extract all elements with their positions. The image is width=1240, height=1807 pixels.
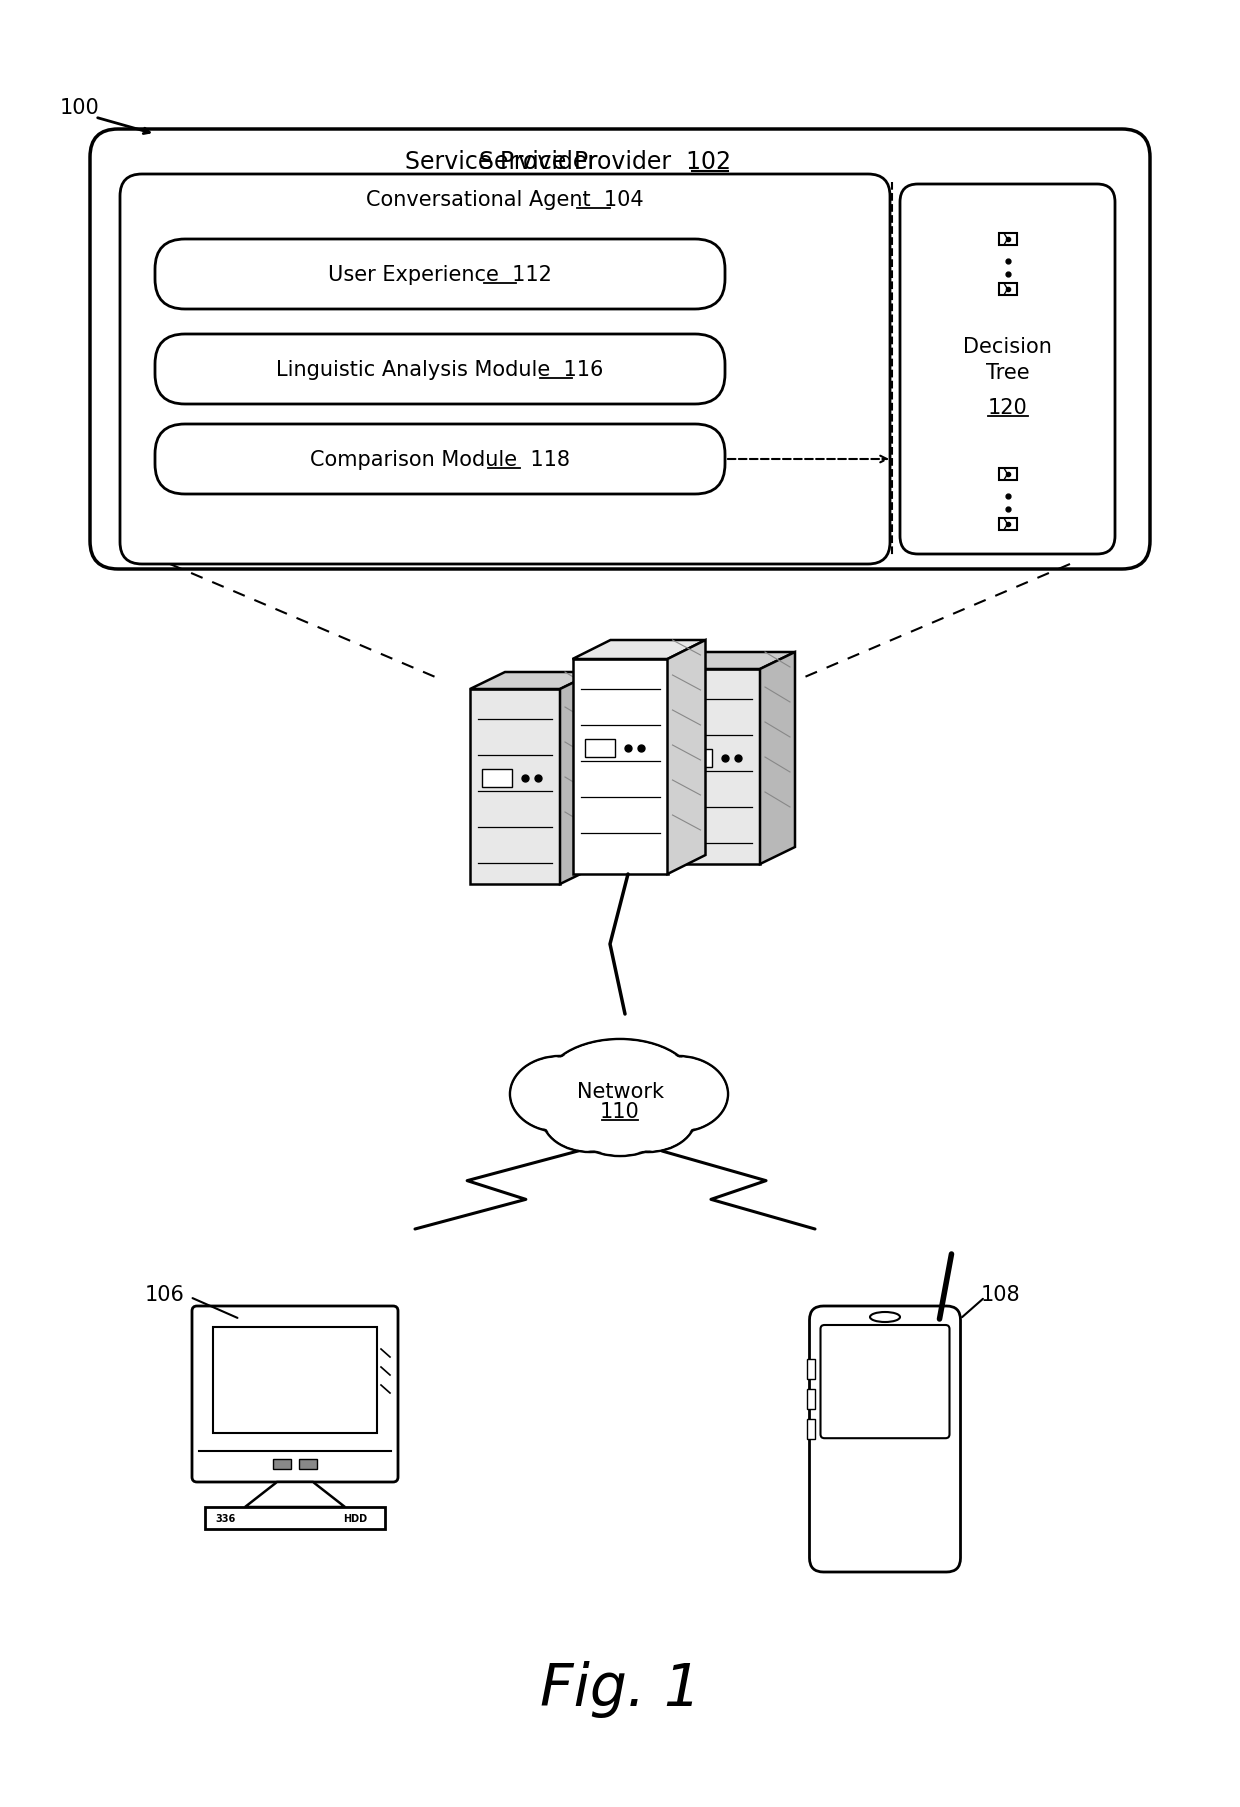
Bar <box>806 1390 815 1409</box>
Bar <box>299 1460 317 1469</box>
Bar <box>806 1418 815 1438</box>
Ellipse shape <box>630 1057 727 1131</box>
Text: Service Provider  102: Service Provider 102 <box>479 150 732 173</box>
FancyBboxPatch shape <box>900 184 1115 555</box>
Ellipse shape <box>601 1084 694 1151</box>
FancyBboxPatch shape <box>821 1325 950 1438</box>
Polygon shape <box>246 1482 345 1507</box>
Bar <box>998 233 1017 246</box>
Ellipse shape <box>543 1084 636 1151</box>
Text: 108: 108 <box>980 1285 1019 1305</box>
Polygon shape <box>573 641 706 660</box>
Polygon shape <box>670 652 795 670</box>
Polygon shape <box>760 652 795 864</box>
Ellipse shape <box>512 1057 609 1131</box>
Ellipse shape <box>569 1088 671 1155</box>
Text: 336: 336 <box>215 1512 236 1523</box>
Bar <box>273 1460 291 1469</box>
Bar <box>213 1328 377 1433</box>
Bar <box>682 750 712 768</box>
Bar <box>482 770 512 788</box>
Polygon shape <box>667 641 706 875</box>
FancyBboxPatch shape <box>810 1306 961 1572</box>
Ellipse shape <box>547 1041 693 1128</box>
Text: Comparison Module  118: Comparison Module 118 <box>310 450 570 470</box>
Text: 110: 110 <box>600 1102 640 1122</box>
Polygon shape <box>560 672 595 884</box>
Polygon shape <box>470 690 560 884</box>
Polygon shape <box>573 660 667 875</box>
Polygon shape <box>670 670 760 864</box>
FancyBboxPatch shape <box>155 425 725 495</box>
Ellipse shape <box>600 1082 696 1153</box>
Text: Fig. 1: Fig. 1 <box>539 1661 701 1717</box>
Text: Service Provider: Service Provider <box>405 150 605 173</box>
FancyBboxPatch shape <box>91 130 1149 569</box>
FancyBboxPatch shape <box>155 334 725 405</box>
Text: 120: 120 <box>987 398 1028 417</box>
Polygon shape <box>470 672 595 690</box>
Text: HDD: HDD <box>343 1512 367 1523</box>
Ellipse shape <box>627 1057 728 1133</box>
Bar <box>998 284 1017 296</box>
Ellipse shape <box>568 1086 672 1156</box>
Text: User Experience  112: User Experience 112 <box>329 266 552 286</box>
Text: Decision
Tree: Decision Tree <box>963 336 1052 383</box>
Text: Conversational Agent  104: Conversational Agent 104 <box>366 190 644 210</box>
Text: Network: Network <box>577 1081 663 1102</box>
FancyBboxPatch shape <box>155 240 725 309</box>
Bar <box>584 739 615 757</box>
FancyBboxPatch shape <box>120 175 890 564</box>
Ellipse shape <box>546 1039 694 1129</box>
Text: 106: 106 <box>145 1285 185 1305</box>
Ellipse shape <box>870 1312 900 1323</box>
Ellipse shape <box>542 1082 639 1153</box>
Bar <box>806 1359 815 1379</box>
Text: Linguistic Analysis Module  116: Linguistic Analysis Module 116 <box>277 360 604 379</box>
Bar <box>998 468 1017 481</box>
Bar <box>998 519 1017 531</box>
FancyBboxPatch shape <box>192 1306 398 1482</box>
Bar <box>205 1507 384 1529</box>
Text: 100: 100 <box>60 98 99 117</box>
Ellipse shape <box>510 1057 610 1133</box>
